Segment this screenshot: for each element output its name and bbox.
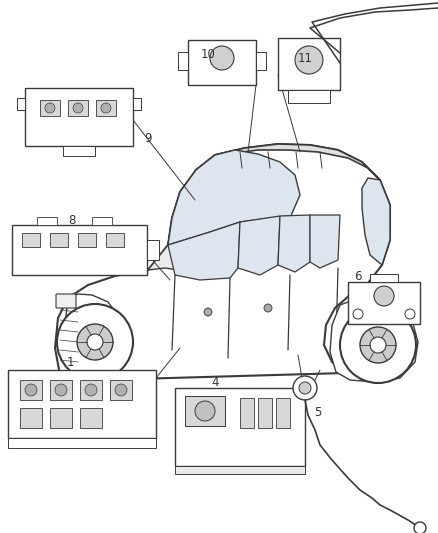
Circle shape [77, 324, 113, 360]
Circle shape [414, 522, 426, 533]
Polygon shape [17, 98, 25, 110]
Circle shape [204, 308, 212, 316]
Circle shape [405, 309, 415, 319]
Text: 10: 10 [201, 49, 215, 61]
Circle shape [57, 304, 133, 380]
Polygon shape [196, 144, 380, 180]
Text: 11: 11 [297, 52, 312, 64]
Text: 6: 6 [354, 270, 362, 282]
Circle shape [115, 384, 127, 396]
Circle shape [101, 103, 111, 113]
Circle shape [374, 286, 394, 306]
Circle shape [55, 384, 67, 396]
Polygon shape [40, 100, 60, 116]
Circle shape [264, 304, 272, 312]
Circle shape [360, 327, 396, 363]
Polygon shape [80, 380, 102, 400]
Polygon shape [278, 215, 310, 272]
Circle shape [370, 337, 386, 353]
Polygon shape [55, 144, 390, 380]
Polygon shape [68, 100, 88, 116]
Polygon shape [362, 178, 390, 265]
Polygon shape [50, 380, 72, 400]
Polygon shape [310, 215, 340, 268]
Polygon shape [25, 88, 133, 146]
Polygon shape [106, 233, 124, 247]
Polygon shape [133, 98, 141, 110]
Circle shape [87, 334, 103, 350]
Polygon shape [178, 52, 188, 70]
Polygon shape [8, 438, 156, 448]
Polygon shape [12, 225, 147, 275]
Polygon shape [78, 233, 96, 247]
Polygon shape [37, 217, 57, 225]
Polygon shape [65, 294, 125, 380]
Polygon shape [110, 380, 132, 400]
Circle shape [73, 103, 83, 113]
Polygon shape [256, 52, 266, 70]
Polygon shape [258, 398, 272, 428]
Circle shape [299, 382, 311, 394]
Text: 4: 4 [211, 376, 219, 389]
Polygon shape [288, 90, 330, 103]
Polygon shape [147, 240, 159, 260]
Polygon shape [168, 222, 240, 280]
Circle shape [293, 376, 317, 400]
Polygon shape [168, 150, 300, 245]
Polygon shape [276, 398, 290, 428]
Circle shape [295, 46, 323, 74]
Polygon shape [80, 408, 102, 428]
Polygon shape [370, 274, 398, 282]
Polygon shape [348, 282, 420, 324]
Circle shape [195, 401, 215, 421]
Polygon shape [63, 146, 95, 156]
Polygon shape [238, 216, 280, 275]
Polygon shape [20, 380, 42, 400]
Text: 8: 8 [68, 214, 76, 227]
Circle shape [85, 384, 97, 396]
Polygon shape [96, 100, 116, 116]
Polygon shape [175, 388, 305, 466]
Polygon shape [240, 398, 254, 428]
Text: 5: 5 [314, 407, 321, 419]
Circle shape [25, 384, 37, 396]
Polygon shape [185, 396, 225, 426]
Polygon shape [92, 217, 112, 225]
Polygon shape [8, 370, 156, 438]
Circle shape [210, 46, 234, 70]
Polygon shape [50, 408, 72, 428]
Polygon shape [22, 233, 40, 247]
Polygon shape [175, 466, 305, 474]
Circle shape [45, 103, 55, 113]
Polygon shape [20, 408, 42, 428]
Polygon shape [148, 168, 200, 270]
Polygon shape [50, 233, 68, 247]
Circle shape [353, 309, 363, 319]
Polygon shape [278, 38, 340, 90]
Text: 1: 1 [66, 356, 74, 368]
Circle shape [340, 307, 416, 383]
FancyBboxPatch shape [56, 294, 76, 308]
Polygon shape [330, 300, 418, 382]
Polygon shape [188, 40, 256, 85]
Text: 9: 9 [144, 132, 152, 144]
